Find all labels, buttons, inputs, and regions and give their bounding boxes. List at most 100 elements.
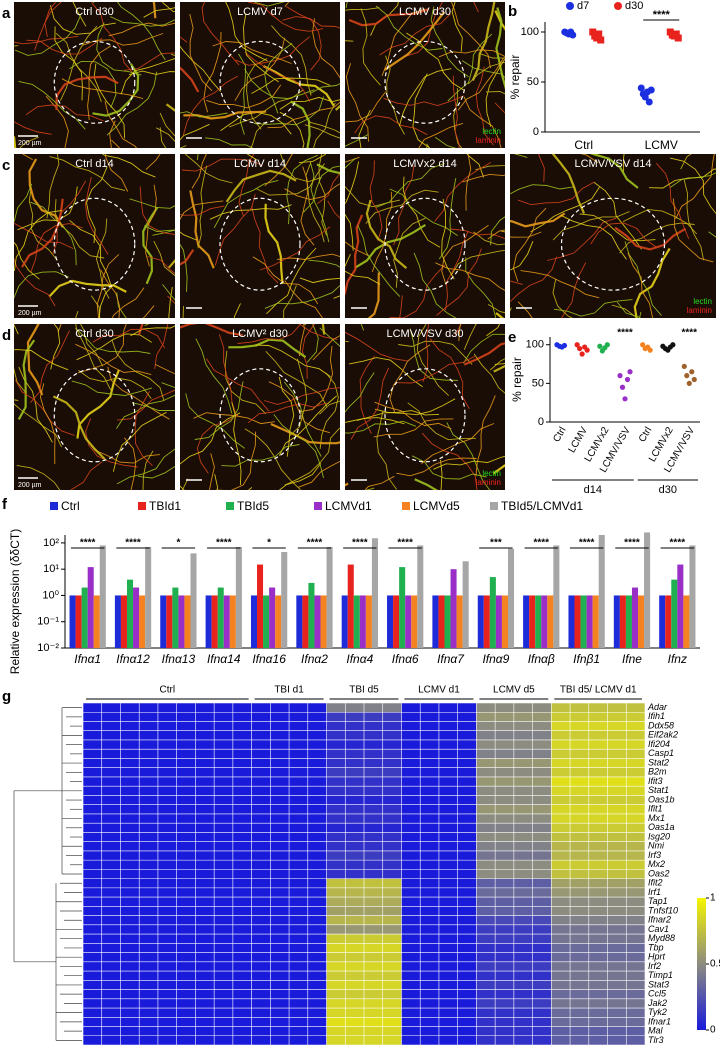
bar (495, 595, 502, 648)
heatmap-cell (83, 887, 252, 898)
vessel (487, 229, 505, 240)
data-point (597, 343, 603, 349)
micrograph-bg (180, 2, 340, 148)
x-tick-label: LCMV (645, 138, 678, 152)
vessel (486, 324, 500, 337)
row-label: Ifnar1 (648, 1016, 671, 1026)
vessel (14, 241, 40, 280)
vessel (61, 78, 144, 100)
vessel (312, 335, 340, 361)
vessel (298, 346, 334, 413)
vessel (510, 212, 566, 228)
heatmap-cell (551, 730, 645, 740)
vessel (345, 156, 360, 163)
bar (172, 587, 179, 648)
micrograph-bg (510, 154, 716, 318)
legend-swatch (402, 502, 410, 510)
vessel (161, 382, 175, 389)
vessel (648, 168, 716, 189)
vessel (345, 331, 408, 362)
vessel (466, 154, 485, 178)
vessel (553, 299, 633, 317)
bar (689, 545, 696, 648)
bar (263, 595, 270, 648)
bar (205, 595, 212, 648)
vessel (87, 45, 112, 121)
heatmap-cell (83, 980, 252, 990)
row-label: Oas1a (648, 822, 675, 832)
bar (489, 577, 496, 648)
vessel (162, 2, 175, 13)
vessel (225, 2, 268, 62)
row-label: Tnfsf10 (648, 905, 678, 915)
micrograph (180, 2, 340, 148)
legend-swatch (138, 502, 146, 510)
vessel (354, 223, 426, 269)
y-tick-label: 50 (532, 377, 544, 389)
heatmap-cell (83, 952, 252, 962)
bar (184, 595, 191, 648)
vessel (675, 154, 715, 219)
bar (281, 552, 288, 648)
vessel (413, 252, 457, 318)
y-tick-label: 100 (521, 26, 539, 38)
bar (371, 538, 378, 648)
vessel (349, 357, 423, 388)
vessel (105, 154, 129, 192)
vessel (180, 324, 243, 337)
vessel (78, 369, 152, 399)
vessel (72, 2, 87, 27)
vessel (208, 453, 215, 490)
vessel (530, 186, 600, 233)
legend-swatch (490, 502, 498, 510)
vessel (381, 8, 426, 76)
vessel (345, 214, 364, 296)
x-tick-label: Ifnα13 (162, 652, 196, 666)
vessel (406, 32, 465, 91)
row-label: Ifi204 (648, 739, 670, 749)
micrograph (14, 2, 175, 148)
heatmap-cell (83, 804, 252, 814)
heatmap-cell (83, 767, 252, 777)
vessel (205, 137, 254, 148)
vessel (670, 172, 716, 188)
vessel (30, 223, 83, 273)
heatmap-cell (551, 989, 645, 999)
bar (166, 595, 173, 648)
bar (535, 595, 542, 648)
vessel (238, 154, 255, 217)
vessel (407, 402, 477, 441)
vessel (116, 394, 175, 429)
legend-label: LCMVd1 (325, 499, 372, 513)
vessel (371, 191, 393, 273)
row-label: Ddx58 (648, 720, 674, 730)
vessel (283, 381, 322, 457)
vessel (433, 455, 505, 470)
vessel (510, 231, 542, 238)
vessel (131, 402, 175, 411)
vessel (116, 389, 175, 421)
bar (638, 595, 645, 648)
vessel (389, 264, 446, 318)
vessel (168, 286, 173, 318)
lesion-outline (53, 40, 136, 124)
bar (671, 579, 678, 648)
heatmap-cell (551, 980, 645, 990)
bar (592, 595, 599, 648)
row-label: Irf2 (648, 961, 661, 971)
vessel (244, 68, 315, 99)
bar (257, 564, 264, 648)
vessel (162, 284, 175, 301)
row-label: Tlr3 (648, 1035, 664, 1045)
vessel (184, 154, 233, 184)
bar (547, 595, 554, 648)
micrograph (14, 324, 175, 490)
vessel (283, 285, 297, 318)
vessel (364, 475, 395, 490)
vessel (18, 80, 86, 130)
vessel (159, 127, 167, 148)
image-label: LCMVx2 d14 (393, 158, 457, 170)
vessel (438, 178, 457, 260)
